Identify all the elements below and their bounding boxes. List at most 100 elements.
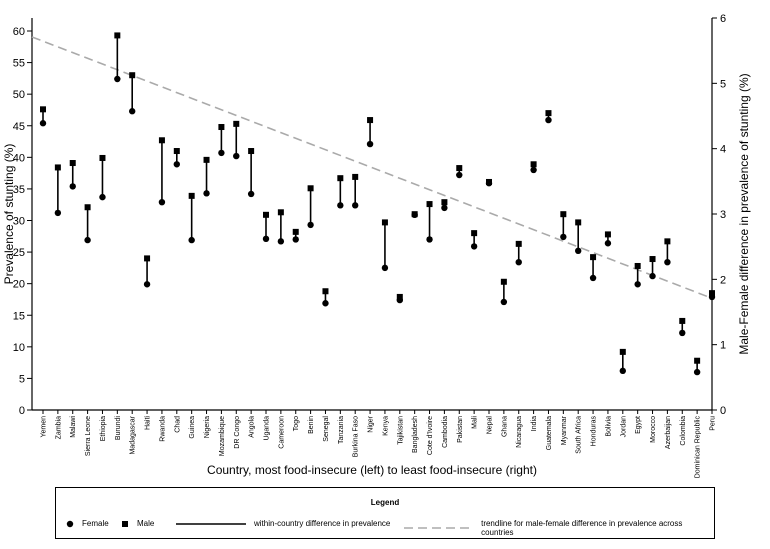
male-point	[54, 164, 61, 171]
male-point	[263, 211, 269, 218]
female-point	[158, 198, 166, 206]
male-point	[114, 32, 121, 39]
x-axis-label: Country, most food-insecure (left) to le…	[207, 463, 537, 477]
female-point	[203, 190, 210, 197]
female-point	[381, 264, 389, 272]
square-marker-icon	[122, 520, 128, 527]
female-point	[218, 149, 225, 157]
male-point	[352, 173, 359, 180]
female-point	[114, 75, 121, 83]
y2-tick-label: 1	[720, 340, 726, 352]
female-point	[143, 281, 151, 288]
x-tick-label: Bangladesh	[412, 416, 419, 453]
x-tick-label: Cambodia	[442, 416, 449, 448]
x-tick-label: Honduras	[591, 416, 598, 447]
y-tick-label: 45	[13, 121, 25, 133]
y2-tick-label: 0	[720, 405, 726, 417]
male-point	[619, 348, 626, 355]
x-tick-label: Pakistan	[457, 416, 464, 443]
female-point	[366, 140, 374, 148]
legend-female: Female	[66, 519, 109, 528]
x-tick-label: Guinea	[189, 416, 196, 439]
male-point	[173, 148, 180, 155]
y-tick-label: 60	[13, 26, 25, 38]
male-point	[441, 199, 448, 206]
legend: Legend Female Male within-country differ…	[55, 487, 715, 539]
x-tick-label: Egypt	[635, 416, 642, 434]
male-point	[634, 262, 641, 269]
x-tick-label: Dominican Republic	[695, 416, 702, 479]
female-point	[292, 236, 299, 243]
y-tick-label: 25	[13, 247, 25, 259]
x-tick-label: Nicaragua	[516, 416, 523, 448]
x-tick-label: Myanmar	[561, 415, 568, 445]
legend-range-label: within-country difference in prevalence	[254, 519, 391, 528]
female-point	[262, 235, 270, 243]
x-tick-label: Togo	[293, 416, 300, 431]
trendline	[31, 36, 713, 300]
y-tick-label: 10	[13, 342, 25, 354]
x-tick-label: Madagascar	[130, 415, 137, 454]
male-point	[471, 230, 478, 237]
x-tick-label: Bolivia	[605, 416, 612, 437]
y-axis-label: Prevalence of stunting (%)	[2, 144, 16, 285]
female-point	[233, 152, 240, 160]
male-point	[203, 156, 210, 163]
x-tick-label: Ethiopia	[100, 416, 107, 441]
male-point	[248, 148, 255, 155]
x-tick-label: Cote d'Ivoire	[427, 416, 434, 455]
female-point	[575, 247, 582, 255]
male-point	[604, 231, 611, 238]
male-point	[560, 211, 567, 218]
female-point	[39, 120, 47, 127]
female-point	[99, 193, 106, 201]
y2-tick-label: 4	[720, 144, 726, 156]
y-tick-label: 20	[13, 279, 25, 291]
female-point	[337, 202, 344, 209]
female-point	[277, 238, 285, 245]
legend-male-label: Male	[137, 519, 155, 528]
y2-tick-label: 3	[720, 209, 726, 221]
male-point	[664, 238, 671, 245]
male-point	[396, 293, 403, 300]
female-point	[188, 236, 195, 244]
female-point	[54, 209, 62, 217]
x-tick-label: Jordan	[620, 416, 627, 438]
x-tick-label: Cameroon	[278, 416, 285, 449]
x-tick-label: South Africa	[576, 416, 583, 454]
male-point	[367, 117, 374, 124]
y-tick-label: 0	[19, 405, 25, 417]
male-point	[649, 256, 656, 263]
x-tick-label: Colombia	[680, 416, 687, 446]
female-point	[129, 108, 136, 115]
female-point	[470, 243, 478, 250]
male-point	[679, 317, 686, 324]
female-point	[664, 258, 671, 266]
female-point	[352, 202, 359, 209]
male-point	[575, 219, 582, 226]
legend-title: Legend	[370, 498, 400, 507]
female-point	[649, 272, 656, 280]
male-point	[307, 185, 314, 192]
female-point	[530, 166, 537, 174]
female-point	[693, 368, 701, 376]
x-tick-label: India	[531, 416, 538, 431]
circle-marker-icon	[66, 520, 74, 527]
y2-tick-label: 2	[720, 274, 726, 286]
male-point	[486, 178, 492, 185]
female-point	[679, 329, 686, 337]
male-point	[515, 240, 522, 247]
x-tick-label: Mozambique	[219, 416, 226, 456]
female-point	[604, 240, 612, 247]
x-tick-label: Ghana	[501, 416, 508, 437]
female-point	[589, 274, 597, 282]
male-point	[129, 72, 136, 79]
male-point	[590, 254, 597, 261]
male-point	[233, 120, 240, 127]
x-tick-label: Malawi	[70, 416, 77, 438]
male-point	[40, 106, 46, 113]
female-point	[515, 258, 522, 266]
male-point	[337, 175, 344, 182]
male-point	[694, 357, 701, 364]
